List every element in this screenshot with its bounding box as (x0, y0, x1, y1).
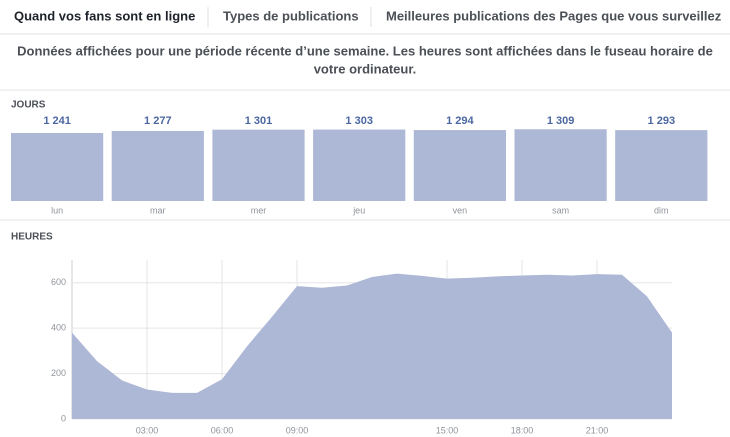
value-label: 1 277 (144, 115, 172, 127)
area (72, 273, 672, 419)
section-title: JOURS (11, 100, 46, 111)
bar (212, 129, 305, 201)
day-label: mer (251, 205, 267, 215)
day-label: ven (453, 205, 468, 215)
day-label: mar (150, 205, 166, 215)
description: Données affichées pour une période récen… (17, 43, 713, 58)
section-title: HEURES (11, 232, 53, 243)
bar (413, 130, 506, 201)
bar (313, 129, 406, 201)
x-tick-label: 06:00 (211, 425, 234, 435)
y-tick-label: 200 (51, 368, 66, 378)
y-tick-label: 0 (61, 413, 66, 423)
tab[interactable]: Quand vos fans sont en ligne (14, 8, 195, 23)
bar (11, 132, 104, 201)
day-label: sam (552, 205, 569, 215)
value-label: 1 303 (345, 115, 373, 127)
tab[interactable]: Types de publications (223, 8, 359, 23)
bar (111, 131, 204, 201)
value-label: 1 301 (245, 115, 273, 127)
value-label: 1 309 (547, 115, 575, 127)
y-tick-label: 400 (51, 323, 66, 333)
day-label: lun (51, 205, 63, 215)
x-tick-label: 09:00 (286, 425, 309, 435)
x-tick-label: 18:00 (511, 425, 534, 435)
value-label: 1 293 (648, 115, 676, 127)
value-label: 1 294 (446, 115, 474, 127)
bar (514, 129, 607, 201)
day-label: dim (654, 205, 669, 215)
description: votre ordinateur. (314, 61, 417, 76)
day-label: jeu (352, 205, 365, 215)
bar (615, 130, 708, 201)
value-label: 1 241 (43, 115, 71, 127)
y-tick-label: 600 (51, 277, 66, 287)
x-tick-label: 03:00 (136, 425, 159, 435)
x-tick-label: 15:00 (436, 425, 459, 435)
x-tick-label: 21:00 (586, 425, 609, 435)
tab[interactable]: Meilleures publications des Pages que vo… (386, 8, 722, 23)
